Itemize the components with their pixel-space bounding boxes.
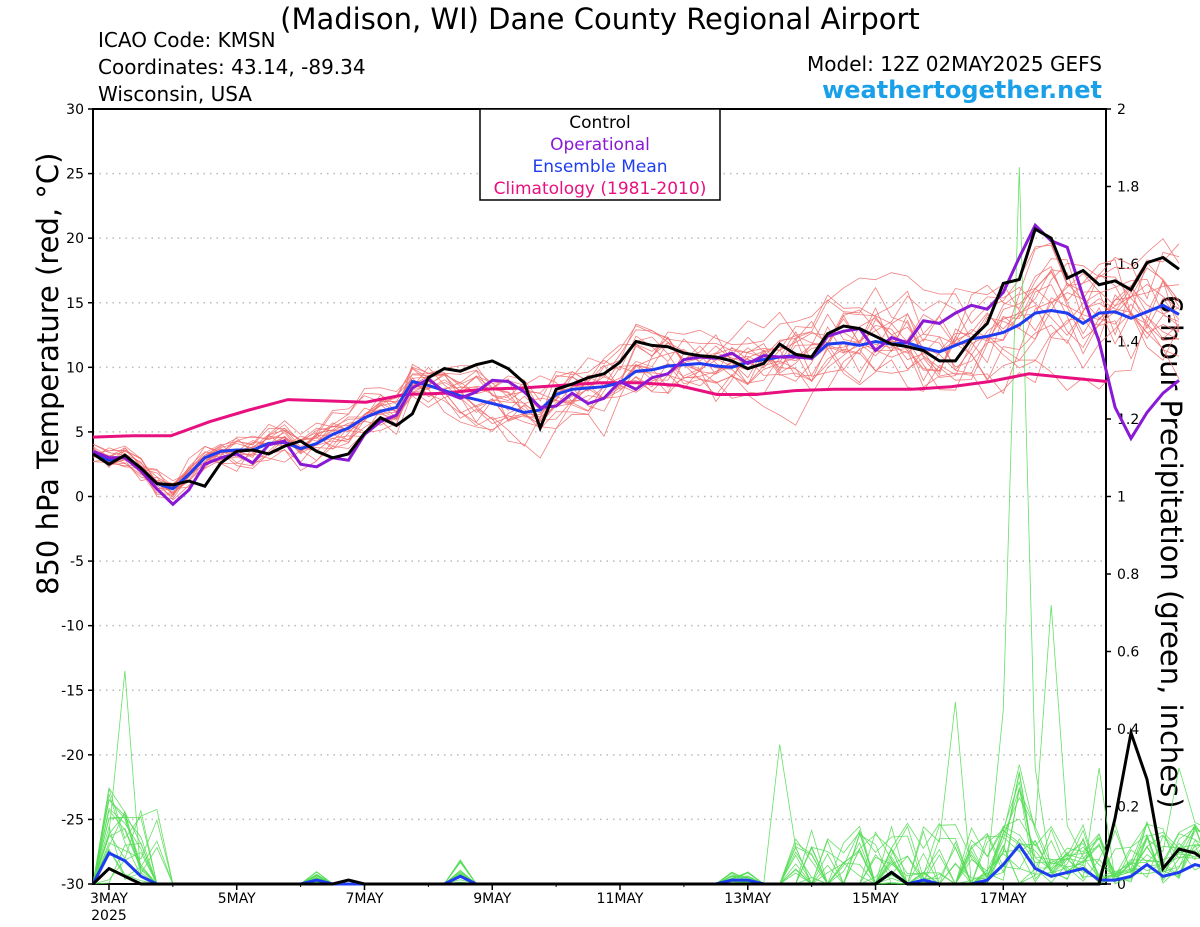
x-tick-label: 11MAY (597, 891, 644, 907)
x-tick-label: 7MAY (345, 891, 383, 907)
y-tick-label: -20 (61, 748, 84, 764)
ensemble-members (92, 167, 1200, 886)
y-tick-label: 15 (66, 296, 84, 312)
axes: 302520151050-5-10-15-20-25-3021.81.61.41… (61, 102, 1139, 924)
y-tick-label: 10 (66, 360, 84, 376)
y2-tick-label: 0 (1117, 877, 1126, 893)
grid-lines (93, 108, 1106, 885)
temp-member-line (92, 261, 1180, 494)
x-tick-label: 13MAY (724, 891, 771, 907)
y-tick-label: -5 (70, 554, 84, 570)
y2-tick-label: 1.8 (1117, 180, 1139, 196)
y-tick-label: 5 (75, 425, 84, 441)
control-precip-line (91, 727, 1200, 886)
y2-tick-label: 0.8 (1117, 567, 1139, 583)
model-run: Model: 12Z 02MAY2025 GEFS (807, 52, 1102, 76)
y-tick-label: -15 (61, 683, 84, 699)
y-tick-label: 30 (66, 102, 84, 118)
precip-member-line (92, 167, 1200, 885)
plot-frame (92, 108, 1107, 885)
legend-box (479, 108, 721, 201)
temp-member-line (92, 279, 1180, 501)
site-link[interactable]: weathertogether.net (822, 76, 1102, 104)
y2-tick-label: 2 (1117, 102, 1126, 118)
x-tick-label: 5MAY (218, 891, 256, 907)
temp-member-line (92, 280, 1180, 490)
legend-entry: Operational (550, 135, 650, 155)
legend-entry: Ensemble Mean (532, 157, 667, 177)
legend-entry: Climatology (1981-2010) (494, 179, 707, 199)
temp-member-line (92, 269, 1180, 496)
icao-code: ICAO Code: KMSN (98, 28, 276, 52)
y-tick-label: 20 (66, 231, 84, 247)
y2-tick-label: 0.4 (1117, 722, 1139, 738)
temp-member-line (92, 242, 1180, 492)
y-tick-label: -30 (61, 877, 84, 893)
coordinates: Coordinates: 43.14, -89.34 (98, 55, 366, 79)
precip-member-line (92, 824, 1200, 885)
y2-tick-label: 0.2 (1117, 800, 1139, 816)
y-tick-label: -25 (61, 812, 84, 828)
climatology-line (92, 372, 1108, 439)
x-tick-label: 9MAY (473, 891, 511, 907)
temp-member-line (92, 243, 1180, 490)
control-temp-line (92, 226, 1180, 488)
x-tick-label: 15MAY (852, 891, 899, 907)
y-tick-label: 0 (75, 490, 84, 506)
legend-entry: Control (569, 113, 630, 133)
temp-member-line (92, 251, 1180, 490)
x-tick-year: 2025 (91, 908, 127, 924)
y-tick-label: 25 (66, 167, 84, 183)
chart-title: (Madison, WI) Dane County Regional Airpo… (280, 2, 920, 36)
series-lines (91, 222, 1200, 886)
region: Wisconsin, USA (98, 82, 252, 106)
y-tick-label: -10 (61, 619, 84, 635)
y2-tick-label: 1 (1117, 490, 1126, 506)
x-tick-label: 17MAY (980, 891, 1027, 907)
y2-tick-label: 0.6 (1117, 645, 1139, 661)
x-tick-label: 3MAY (90, 891, 128, 907)
